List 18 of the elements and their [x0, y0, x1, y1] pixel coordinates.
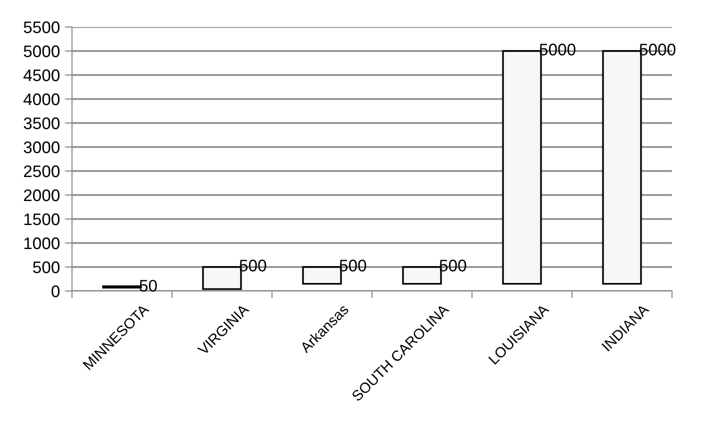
y-tick-label: 5500: [24, 21, 60, 34]
y-tick-label: 0: [52, 285, 60, 298]
annotation: 500: [440, 260, 466, 272]
annotation: 500: [240, 260, 266, 272]
y-tick-label: 1000: [24, 237, 60, 250]
annotation: 5000: [540, 44, 576, 56]
y-tick-label: 5000: [24, 45, 60, 58]
annotation: 500: [340, 260, 366, 272]
annotation: 5000: [640, 44, 676, 56]
annotation: 50: [140, 280, 157, 292]
y-tick-label: 500: [33, 261, 60, 274]
y-tick-label: 4000: [24, 93, 60, 106]
y-tick-label: 1500: [24, 213, 60, 226]
y-tick-label: 3500: [24, 117, 60, 130]
y-tick-label: 2500: [24, 165, 60, 178]
y-tick-label: 4500: [24, 69, 60, 82]
y-tick-label: 2000: [24, 189, 60, 202]
y-tick-label: 3000: [24, 141, 60, 154]
